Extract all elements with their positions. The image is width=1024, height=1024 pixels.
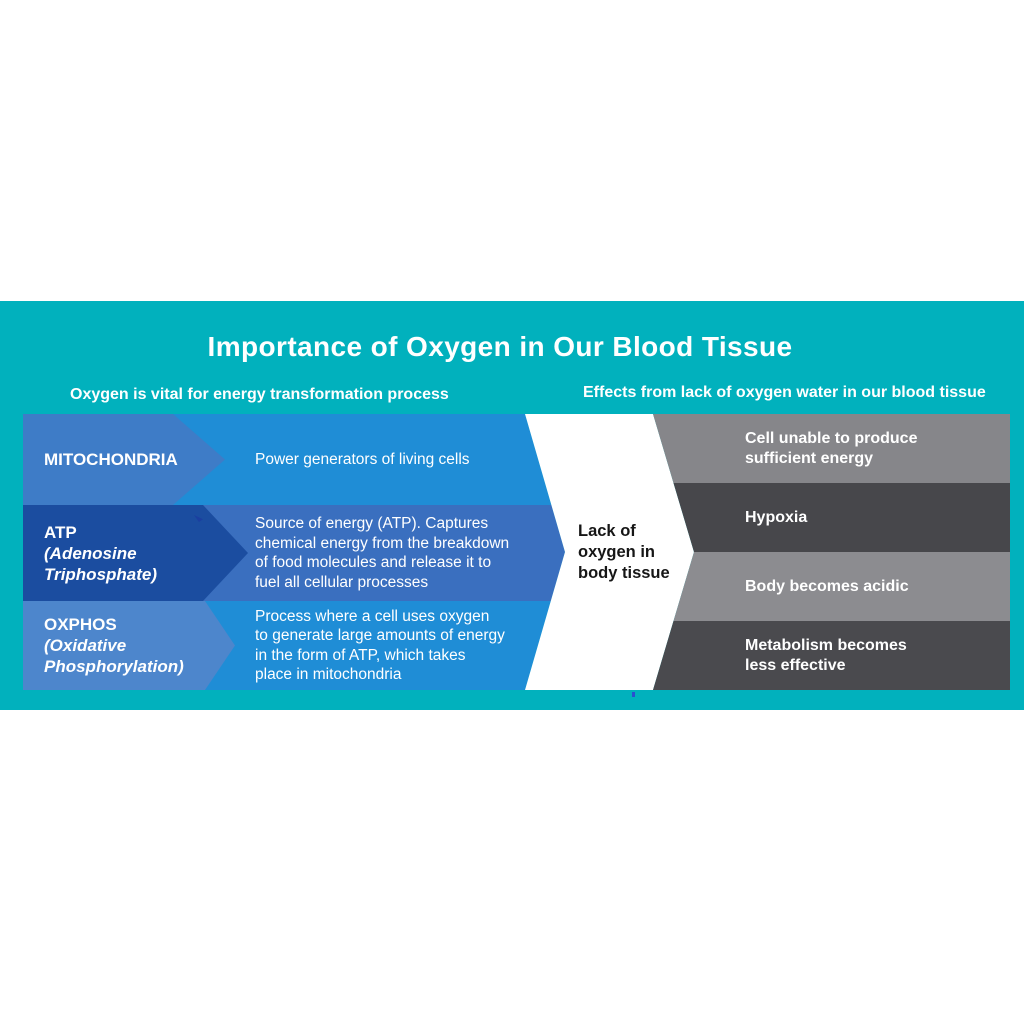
lack-of-oxygen-arrow-shape: Lack of oxygen in body tissue (525, 414, 694, 690)
effect-label: Hypoxia (745, 508, 808, 526)
mitochondria-arrow-shape: MITOCHONDRIA (23, 414, 225, 505)
effects-block: Cell unable to produce sufficient energy… (653, 414, 1010, 690)
term-description: Source of energy (ATP). Captures chemica… (255, 515, 510, 591)
energy-process-block: MITOCHONDRIA Power generators of living … (23, 414, 565, 690)
effect-label: Body becomes acidic (745, 577, 909, 595)
term-subname: (Adenosine Triphosphate) (44, 543, 158, 584)
term-name: OXPHOS (44, 615, 117, 634)
page-title: Importance of Oxygen in Our Blood Tissue (207, 331, 793, 362)
effect-label: Cell unable to produce sufficient energy (745, 429, 918, 467)
oxphos-arrow-shape: OXPHOS (Oxidative Phosphorylation) (23, 601, 235, 690)
term-subname: (Oxidative Phosphorylation) (44, 636, 184, 676)
stray-dot-mark (632, 692, 635, 697)
row-mitochondria: MITOCHONDRIA Power generators of living … (23, 414, 565, 505)
atp-arrow-shape: ATP (Adenosine Triphosphate) (23, 505, 248, 601)
effect-row-hypoxia: Hypoxia (653, 483, 1010, 552)
term-label: MITOCHONDRIA (44, 450, 178, 469)
effect-row-insufficient-energy: Cell unable to produce sufficient energy (653, 414, 1010, 483)
term-description: Process where a cell uses oxygen to gene… (255, 607, 505, 684)
right-section-heading: Effects from lack of oxygen water in our… (583, 384, 986, 401)
term-name: ATP (44, 522, 77, 542)
effect-label: Metabolism becomes less effective (745, 636, 907, 674)
effect-row-metabolism: Metabolism becomes less effective (653, 621, 1010, 690)
lack-of-oxygen-label: Lack of oxygen in body tissue (578, 521, 670, 582)
term-label: OXPHOS (Oxidative Phosphorylation) (23, 614, 184, 677)
term-label: ATP (Adenosine Triphosphate) (23, 522, 157, 585)
row-oxphos: OXPHOS (Oxidative Phosphorylation) Proce… (23, 601, 565, 690)
effect-row-acidic: Body becomes acidic (653, 552, 1010, 621)
row-atp: ATP (Adenosine Triphosphate) Source of e… (23, 505, 565, 601)
term-description: Power generators of living cells (255, 450, 470, 468)
stray-cursor-mark (194, 515, 203, 522)
left-section-heading: Oxygen is vital for energy transformatio… (70, 386, 449, 403)
